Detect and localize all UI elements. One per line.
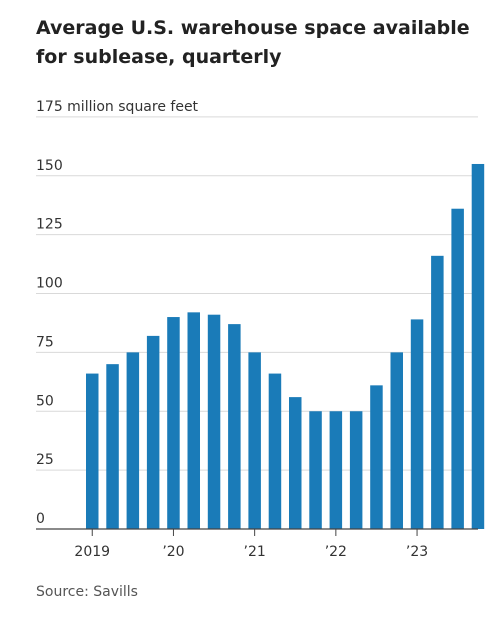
- bar: [207, 314, 221, 529]
- x-tick-label: ’22: [325, 544, 347, 560]
- bar: [390, 352, 403, 529]
- bar: [228, 324, 241, 529]
- y-tick-label: 150: [36, 158, 63, 174]
- bar: [248, 352, 261, 529]
- bar: [410, 319, 424, 529]
- y-tick-label: 100: [36, 276, 63, 292]
- x-tick-label: 2019: [74, 544, 110, 560]
- y-tick-label: 0: [36, 511, 45, 527]
- x-tick-label: ’23: [406, 544, 428, 560]
- bar: [289, 397, 302, 529]
- bar: [431, 255, 444, 529]
- y-tick-label: 75: [36, 334, 54, 350]
- y-tick-label: 175 million square feet: [36, 99, 199, 115]
- bar: [349, 411, 363, 529]
- bar: [451, 208, 464, 529]
- bar: [268, 373, 282, 529]
- bar: [106, 364, 119, 529]
- x-tick-label: ’20: [162, 544, 184, 560]
- bar: [370, 385, 383, 529]
- bar: [167, 317, 180, 529]
- chart-title: Average U.S. warehouse space available f…: [36, 17, 470, 68]
- bars-group: [86, 163, 485, 529]
- x-ticks-group: 2019 ’20 ’21 ’22 ’23: [74, 529, 428, 560]
- bar: [126, 352, 140, 529]
- y-tick-label: 25: [36, 452, 54, 468]
- bar: [471, 163, 485, 529]
- bar: [329, 411, 343, 529]
- bar: [146, 335, 160, 529]
- y-tick-label: 125: [36, 217, 63, 233]
- y-tick-label: 50: [36, 393, 54, 409]
- y-tick-labels-group: 0 25 50 75 100 125 150 175 million square feet: [36, 99, 199, 527]
- bar: [187, 312, 200, 529]
- source-note: Source: Savills: [36, 584, 138, 600]
- bar: [86, 373, 99, 529]
- x-tick-label: ’21: [244, 544, 266, 560]
- bar: [309, 411, 322, 529]
